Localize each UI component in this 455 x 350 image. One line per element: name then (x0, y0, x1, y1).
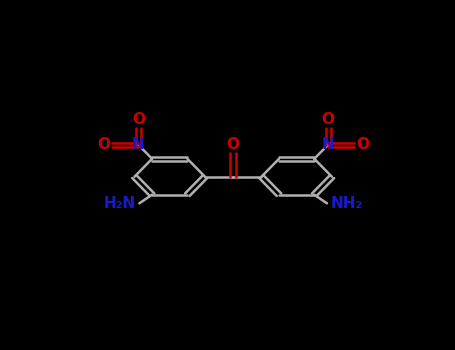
Text: O: O (97, 137, 110, 152)
Text: O: O (132, 112, 145, 127)
Text: NH₂: NH₂ (330, 196, 363, 211)
Text: O: O (322, 112, 334, 127)
Text: N: N (322, 137, 334, 152)
Text: O: O (227, 136, 240, 152)
Text: O: O (356, 137, 369, 152)
Text: H₂N: H₂N (104, 196, 136, 211)
Text: N: N (132, 137, 145, 152)
